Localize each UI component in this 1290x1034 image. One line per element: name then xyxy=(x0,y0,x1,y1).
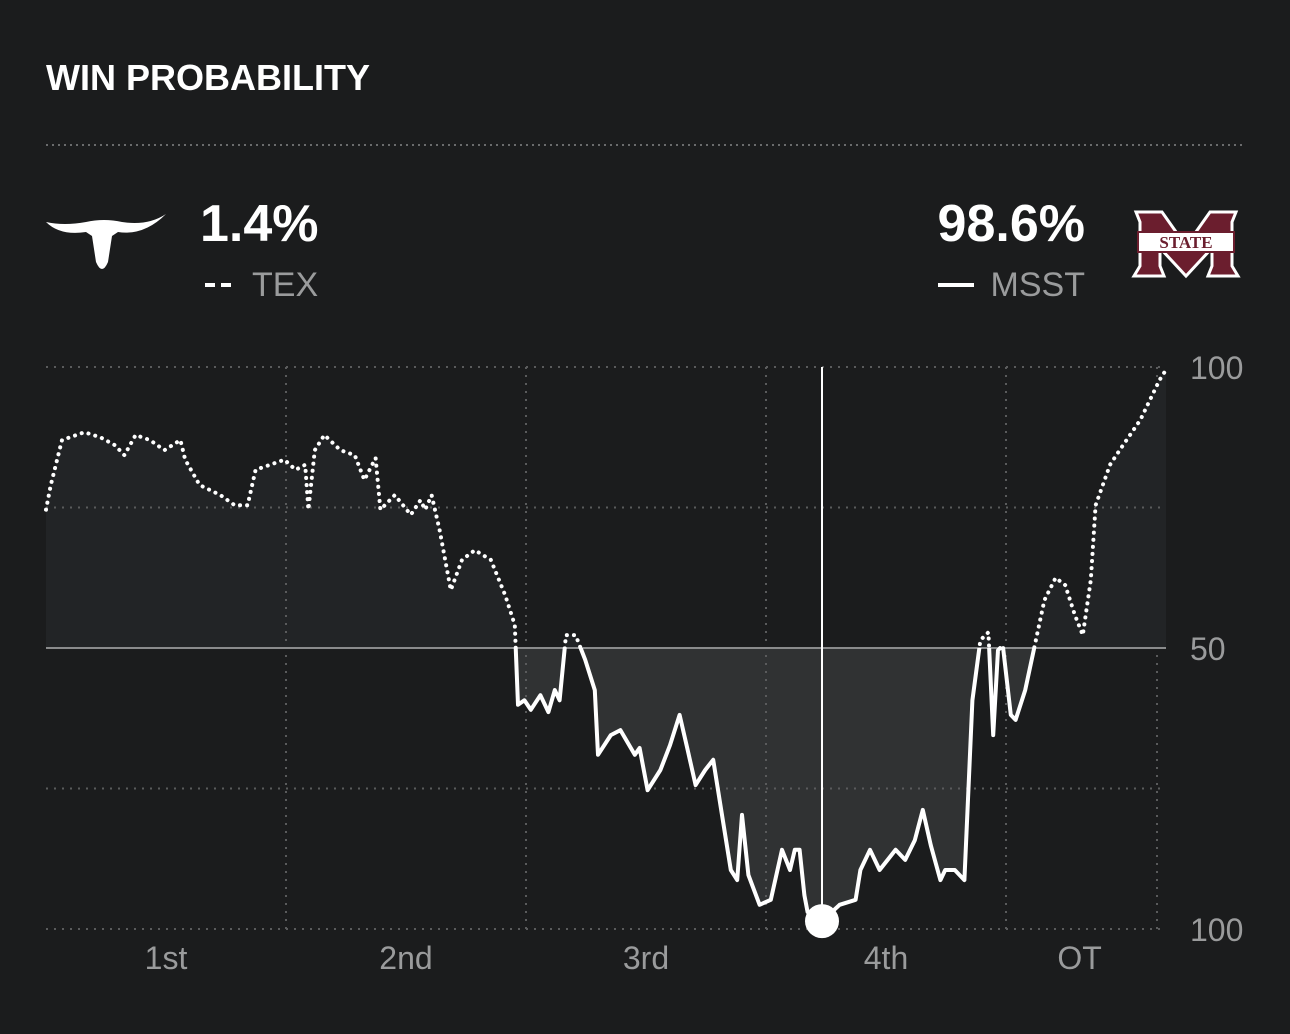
msst-logo: STATE xyxy=(1131,210,1241,279)
x-tick-label: 4th xyxy=(864,940,908,976)
y-tick-label: 50 xyxy=(1190,631,1226,667)
title: WIN PROBABILITY xyxy=(46,57,370,98)
logo-text: STATE xyxy=(1159,233,1212,252)
team-abbr: TEX xyxy=(252,266,318,304)
team-abbr: MSST xyxy=(991,266,1085,304)
x-tick-label: 2nd xyxy=(379,940,432,976)
y-tick-label: 100 xyxy=(1190,350,1243,386)
area-upper xyxy=(46,369,1166,648)
tex-logo xyxy=(46,214,166,269)
team-probability: 1.4% xyxy=(200,195,319,253)
x-tick-label: OT xyxy=(1057,940,1101,976)
team-probability: 98.6% xyxy=(938,195,1085,253)
area-lower xyxy=(46,648,1166,922)
y-tick-label: 100 xyxy=(1190,912,1243,948)
marker-dot xyxy=(805,904,839,939)
x-tick-label: 3rd xyxy=(623,940,669,976)
line-solid xyxy=(513,648,1037,924)
line-dotted xyxy=(44,367,1168,648)
x-tick-label: 1st xyxy=(145,940,188,976)
